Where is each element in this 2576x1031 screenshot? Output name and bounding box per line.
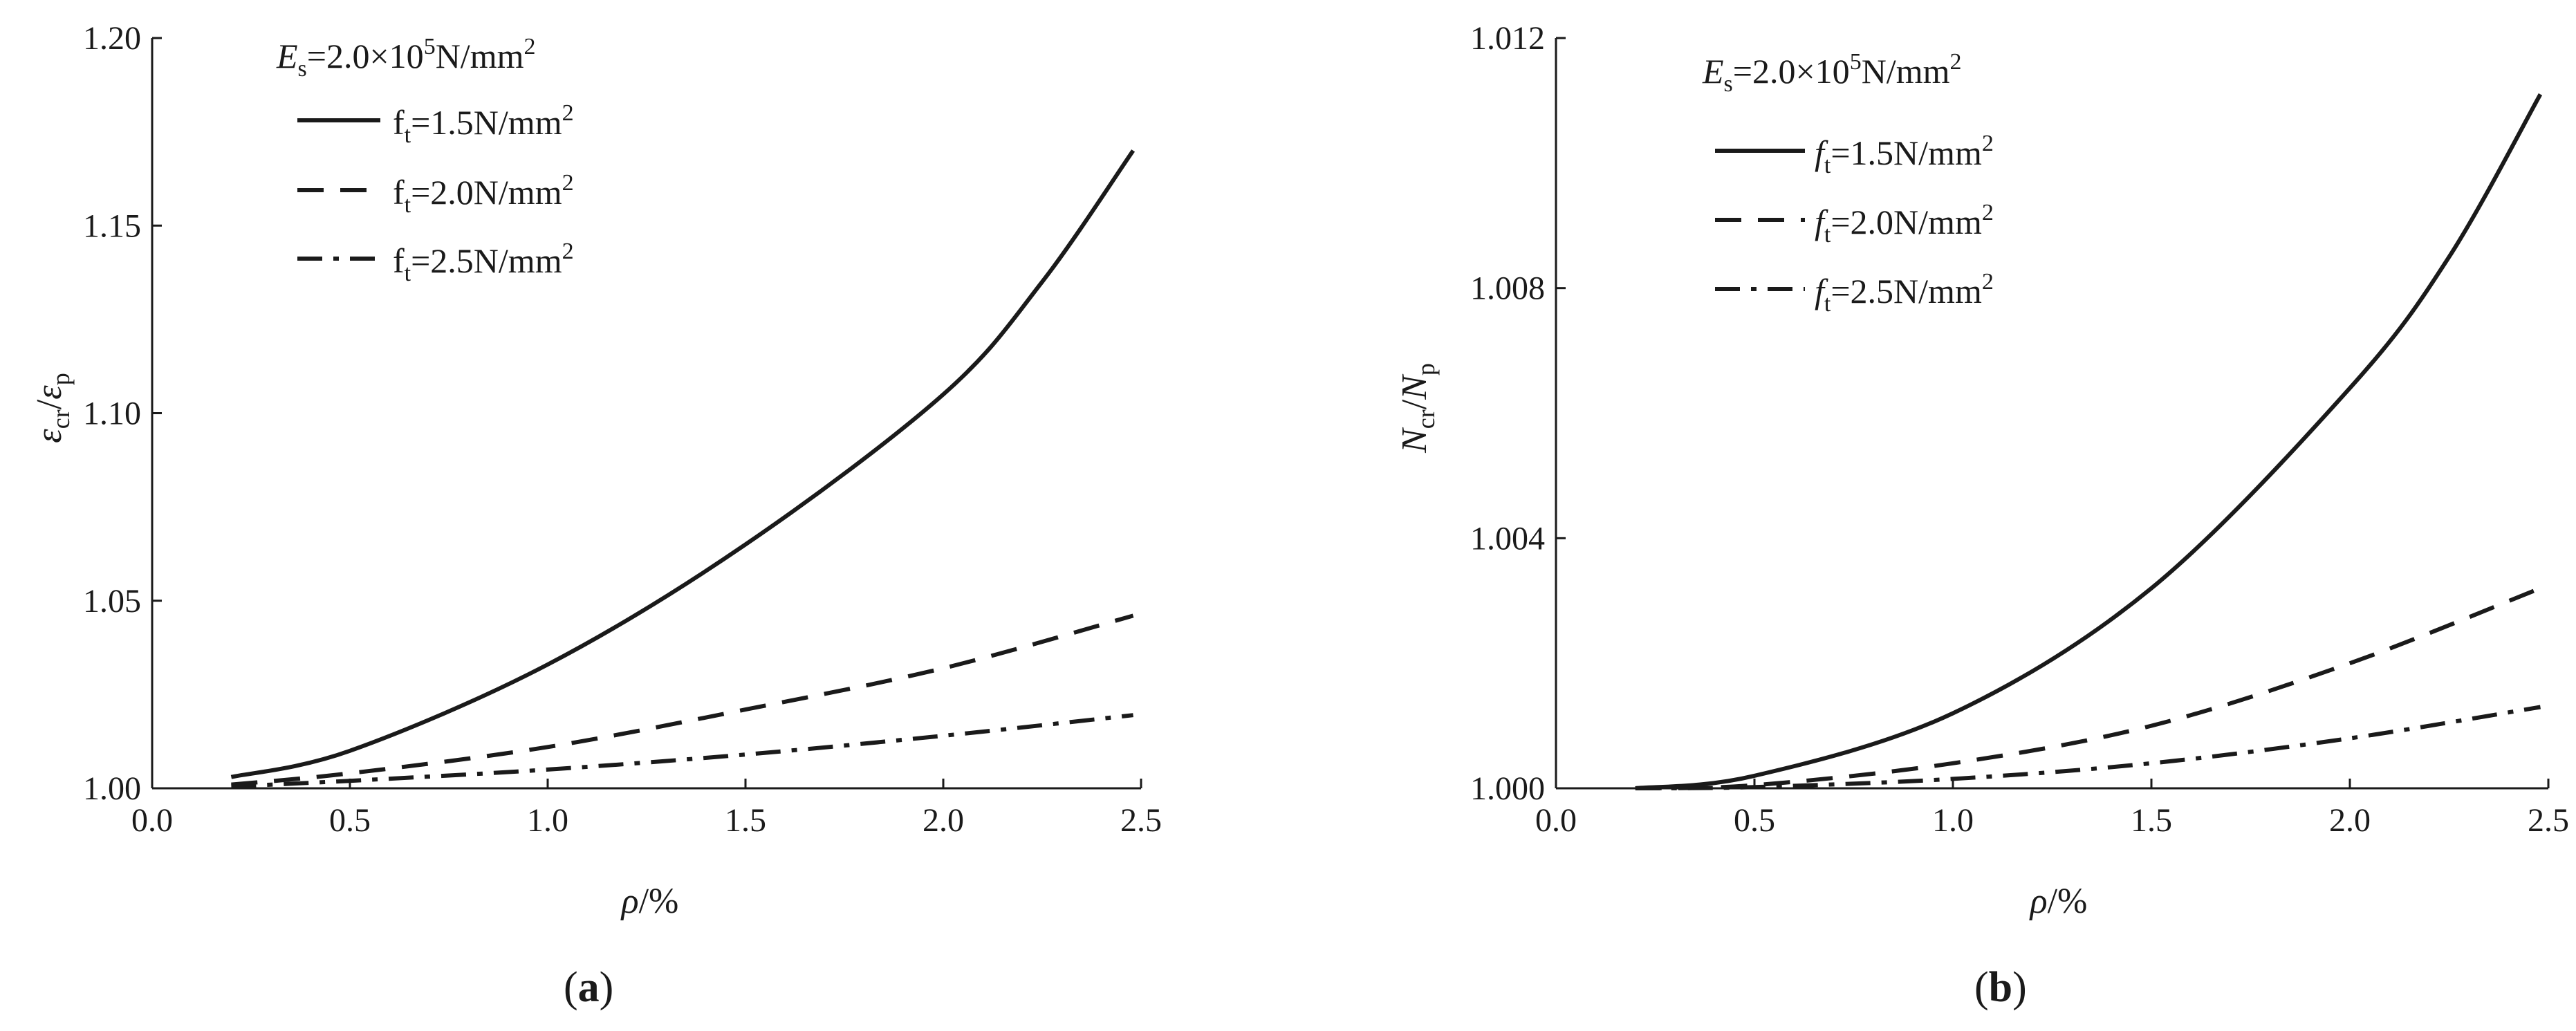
plot-area-a: 0.0 0.5 1.0 1.5 2.0 2.5 1.00 1.05 1.10 1.15 1.20 xyxy=(83,20,1162,839)
legend-a: ft=1.5N/mm2 ft=2.0N/mm2 ft=2.5N/mm2 xyxy=(297,100,574,286)
series-line-a-dashdot xyxy=(231,713,1133,789)
legend-header-b: Es=2.0×105N/mm2 xyxy=(1702,49,1961,97)
x-tick-label-a: 1.5 xyxy=(725,802,766,839)
series-line-b-dashed xyxy=(1635,586,2541,790)
legend-header-a: Es=2.0×105N/mm2 xyxy=(276,34,535,82)
x-tick-label-b: 2.5 xyxy=(2528,802,2569,839)
legend-b: ft=1.5N/mm2 ft=2.0N/mm2 ft=2.5N/mm2 xyxy=(1715,131,1994,317)
legend-label-b-dashdot: ft=2.5N/mm2 xyxy=(1815,269,1994,317)
x-tick-label-b: 1.0 xyxy=(1932,802,1974,839)
y-tick-label-a: 1.05 xyxy=(83,583,141,620)
y-tick-label-a: 1.20 xyxy=(83,20,141,57)
y-tick-label-a: 1.00 xyxy=(83,770,141,807)
legend-label-b-solid: ft=1.5N/mm2 xyxy=(1815,131,1994,178)
x-tick-label-b: 2.0 xyxy=(2329,802,2371,839)
x-tick-label-a: 2.5 xyxy=(1120,802,1162,839)
x-tick-label-b: 0.0 xyxy=(1535,802,1577,839)
panel-label-a: (a) xyxy=(564,964,613,1011)
x-tick-label-a: 0.5 xyxy=(329,802,371,839)
chart-panel-a: 0.0 0.5 1.0 1.5 2.0 2.5 1.00 1.05 1.10 1.15 1.20 ε… xyxy=(30,20,1162,1011)
x-tick-label-b: 1.5 xyxy=(2131,802,2172,839)
y-tick-label-a: 1.10 xyxy=(83,396,141,432)
y-tick-label-b: 1.004 xyxy=(1470,520,1545,557)
legend-label-b-dashed: ft=2.0N/mm2 xyxy=(1815,200,1994,248)
x-tick-label-b: 0.5 xyxy=(1734,802,1775,839)
x-tick-label-a: 1.0 xyxy=(527,802,568,839)
x-axis-label-a: ρ/% xyxy=(620,882,679,921)
y-axis-label-a: εcr/εp xyxy=(30,373,75,443)
y-tick-label-a: 1.15 xyxy=(83,207,141,244)
y-tick-label-b: 1.012 xyxy=(1470,20,1545,57)
series-line-a-solid xyxy=(230,149,1136,779)
x-tick-label-a: 2.0 xyxy=(923,802,964,839)
series-line-a-dashed xyxy=(231,613,1134,787)
legend-label-a-dashed: ft=2.0N/mm2 xyxy=(393,170,574,218)
y-tick-label-b: 1.000 xyxy=(1470,770,1545,807)
x-tick-label-a: 0.0 xyxy=(131,802,173,839)
chart-panel-b: 0.0 0.5 1.0 1.5 2.0 2.5 1.000 1.004 1.008 1.012 N… xyxy=(1395,20,2569,1011)
panel-label-b: (b) xyxy=(1974,964,2027,1011)
legend-label-a-dashdot: ft=2.5N/mm2 xyxy=(393,239,574,286)
plot-area-b: 0.0 0.5 1.0 1.5 2.0 2.5 1.000 1.004 1.008 1.012 xyxy=(1470,20,2569,839)
y-axis-label-b: Ncr/Np xyxy=(1395,363,1440,454)
series-line-b-solid xyxy=(1635,93,2543,790)
legend-label-a-solid: ft=1.5N/mm2 xyxy=(393,100,574,148)
series-line-b-dashdot xyxy=(1635,705,2541,790)
y-tick-label-b: 1.008 xyxy=(1470,270,1545,307)
x-axis-label-b: ρ/% xyxy=(2029,882,2088,921)
